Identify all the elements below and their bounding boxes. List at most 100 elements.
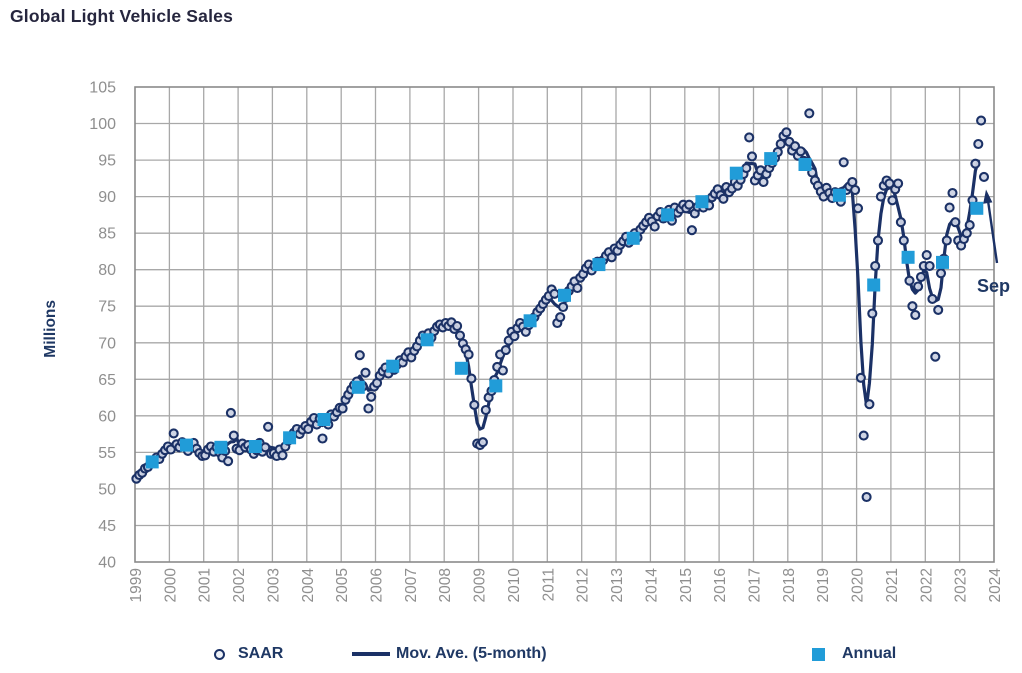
x-tick-label: 2011	[540, 568, 557, 601]
annual-point	[936, 255, 949, 269]
x-tick-label: 2020	[850, 568, 867, 603]
saar-point	[684, 199, 695, 210]
annual-point	[489, 379, 503, 393]
saar-point	[964, 220, 975, 231]
x-tick-label: 2016	[712, 568, 729, 602]
annual-point	[523, 314, 537, 328]
saar-point	[572, 282, 583, 294]
annual-point	[661, 208, 675, 222]
saar-point	[847, 176, 858, 188]
x-tick-label: 2005	[334, 568, 351, 602]
saar-point	[864, 399, 875, 410]
saar-point	[893, 178, 904, 189]
saar-point	[921, 250, 932, 261]
saar-point	[223, 456, 234, 467]
saar-point	[875, 191, 886, 202]
vertical-gridlines	[168, 87, 961, 562]
saar-point	[861, 491, 872, 503]
saar-point	[477, 437, 488, 448]
saar-point	[898, 235, 909, 246]
x-tick-label: 2022	[918, 568, 935, 602]
legend-label-annual: Annual	[842, 645, 897, 662]
x-tick-label: 2017	[747, 568, 764, 602]
annual-point	[248, 440, 262, 453]
saar-point	[317, 433, 328, 444]
saar-point	[337, 403, 348, 414]
y-tick-label: 40	[98, 555, 116, 572]
saar-point	[961, 228, 972, 239]
saar-point	[870, 260, 881, 272]
saar-point	[454, 330, 466, 341]
y-tick-label: 50	[98, 481, 116, 498]
annual-point	[798, 158, 812, 171]
saar-point	[795, 146, 806, 157]
x-tick-label: 2008	[437, 568, 454, 602]
saar-point	[228, 430, 239, 441]
sep-arrowhead-icon	[983, 189, 993, 204]
x-tick-label: 2012	[575, 568, 592, 602]
saar-point	[366, 391, 377, 402]
saar-point	[500, 345, 511, 356]
annual-point	[970, 201, 984, 215]
annual-point	[454, 361, 468, 375]
saar-point	[363, 403, 374, 414]
horizontal-gridlines	[135, 122, 994, 527]
y-tick-label: 100	[89, 116, 116, 133]
x-tick-label: 2023	[953, 568, 970, 602]
x-tick-label: 2024	[987, 568, 1004, 603]
annual-point	[386, 359, 400, 373]
saar-point	[904, 275, 915, 286]
plot-border	[134, 86, 995, 563]
saar-point	[872, 235, 884, 246]
annual-point	[764, 152, 778, 166]
x-tick-label: 2002	[231, 568, 248, 602]
x-tick-labels: 1999 2000 2001 2002 2003 2004 2005 2006 2007 2008…	[128, 568, 1004, 603]
moving-average-marker-icon	[352, 652, 390, 656]
annual-point	[626, 231, 640, 245]
saar-point	[558, 301, 569, 313]
x-tick-label: 2004	[300, 568, 317, 603]
x-tick-label: 2018	[781, 568, 798, 602]
sep-annotation-arrow	[983, 189, 999, 264]
annual-point	[558, 288, 571, 302]
annual-point	[729, 166, 743, 180]
legend-item-moving-average: Mov. Ave. (5-month)	[352, 640, 547, 668]
annual-points	[145, 152, 984, 469]
saar-point	[686, 225, 697, 236]
annual-point	[145, 455, 159, 469]
saar-point	[907, 301, 918, 312]
x-tick-label: 2003	[265, 568, 282, 602]
saar-point	[452, 320, 463, 332]
saar-point	[927, 293, 938, 304]
annual-point	[214, 440, 228, 454]
x-tick-label: 2013	[609, 568, 626, 602]
y-tick-label: 45	[98, 518, 116, 535]
saar-point	[947, 187, 958, 199]
y-tick-label: 70	[98, 335, 116, 352]
annual-point	[420, 333, 434, 347]
annual-point	[592, 258, 606, 272]
x-tick-label: 2021	[884, 568, 901, 602]
saar-point	[852, 203, 864, 214]
saar-point	[915, 271, 927, 283]
annual-point	[180, 438, 193, 452]
saar-point	[469, 399, 480, 410]
saar-point	[924, 260, 935, 272]
saar-point	[354, 350, 365, 361]
saar-point	[277, 450, 288, 461]
saar-point	[804, 108, 815, 119]
y-tick-label: 95	[98, 153, 116, 170]
chart-legend: SAAR Mov. Ave. (5-month) Annual	[0, 640, 1022, 670]
saar-point	[930, 351, 941, 362]
annual-point	[283, 431, 297, 445]
saar-point	[168, 428, 179, 439]
saar-point	[758, 176, 769, 188]
saar-point	[480, 404, 491, 416]
y-tick-label: 65	[98, 372, 116, 389]
x-tick-label: 2007	[403, 568, 420, 602]
chart-title: Global Light Vehicle Sales	[10, 6, 234, 26]
x-tick-label: 2010	[506, 568, 523, 603]
y-tick-label: 90	[98, 189, 116, 206]
